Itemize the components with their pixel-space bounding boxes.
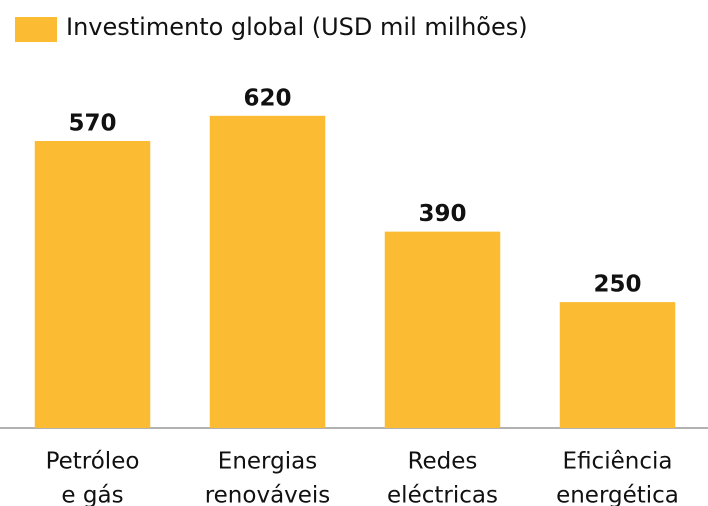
x-tick-label: Eficiência bbox=[563, 449, 673, 475]
bar bbox=[209, 115, 326, 428]
legend-swatch bbox=[15, 17, 57, 42]
value-label: 250 bbox=[593, 272, 641, 298]
x-tick-label: Redes bbox=[408, 449, 478, 475]
x-tick-label: eléctricas bbox=[387, 483, 498, 506]
value-label: 620 bbox=[243, 85, 291, 111]
x-tick-label: Energias bbox=[218, 449, 317, 475]
bar bbox=[384, 231, 501, 428]
x-tick-label: energética bbox=[556, 483, 679, 506]
x-tick-label: e gás bbox=[61, 483, 123, 506]
bar bbox=[34, 140, 151, 429]
x-tick-label: renováveis bbox=[205, 483, 331, 506]
value-label: 390 bbox=[418, 201, 466, 227]
legend-label: Investimento global (USD mil milhões) bbox=[66, 13, 528, 41]
x-tick-label: Petróleo bbox=[46, 449, 140, 475]
value-label: 570 bbox=[68, 110, 116, 136]
bar bbox=[559, 302, 676, 428]
